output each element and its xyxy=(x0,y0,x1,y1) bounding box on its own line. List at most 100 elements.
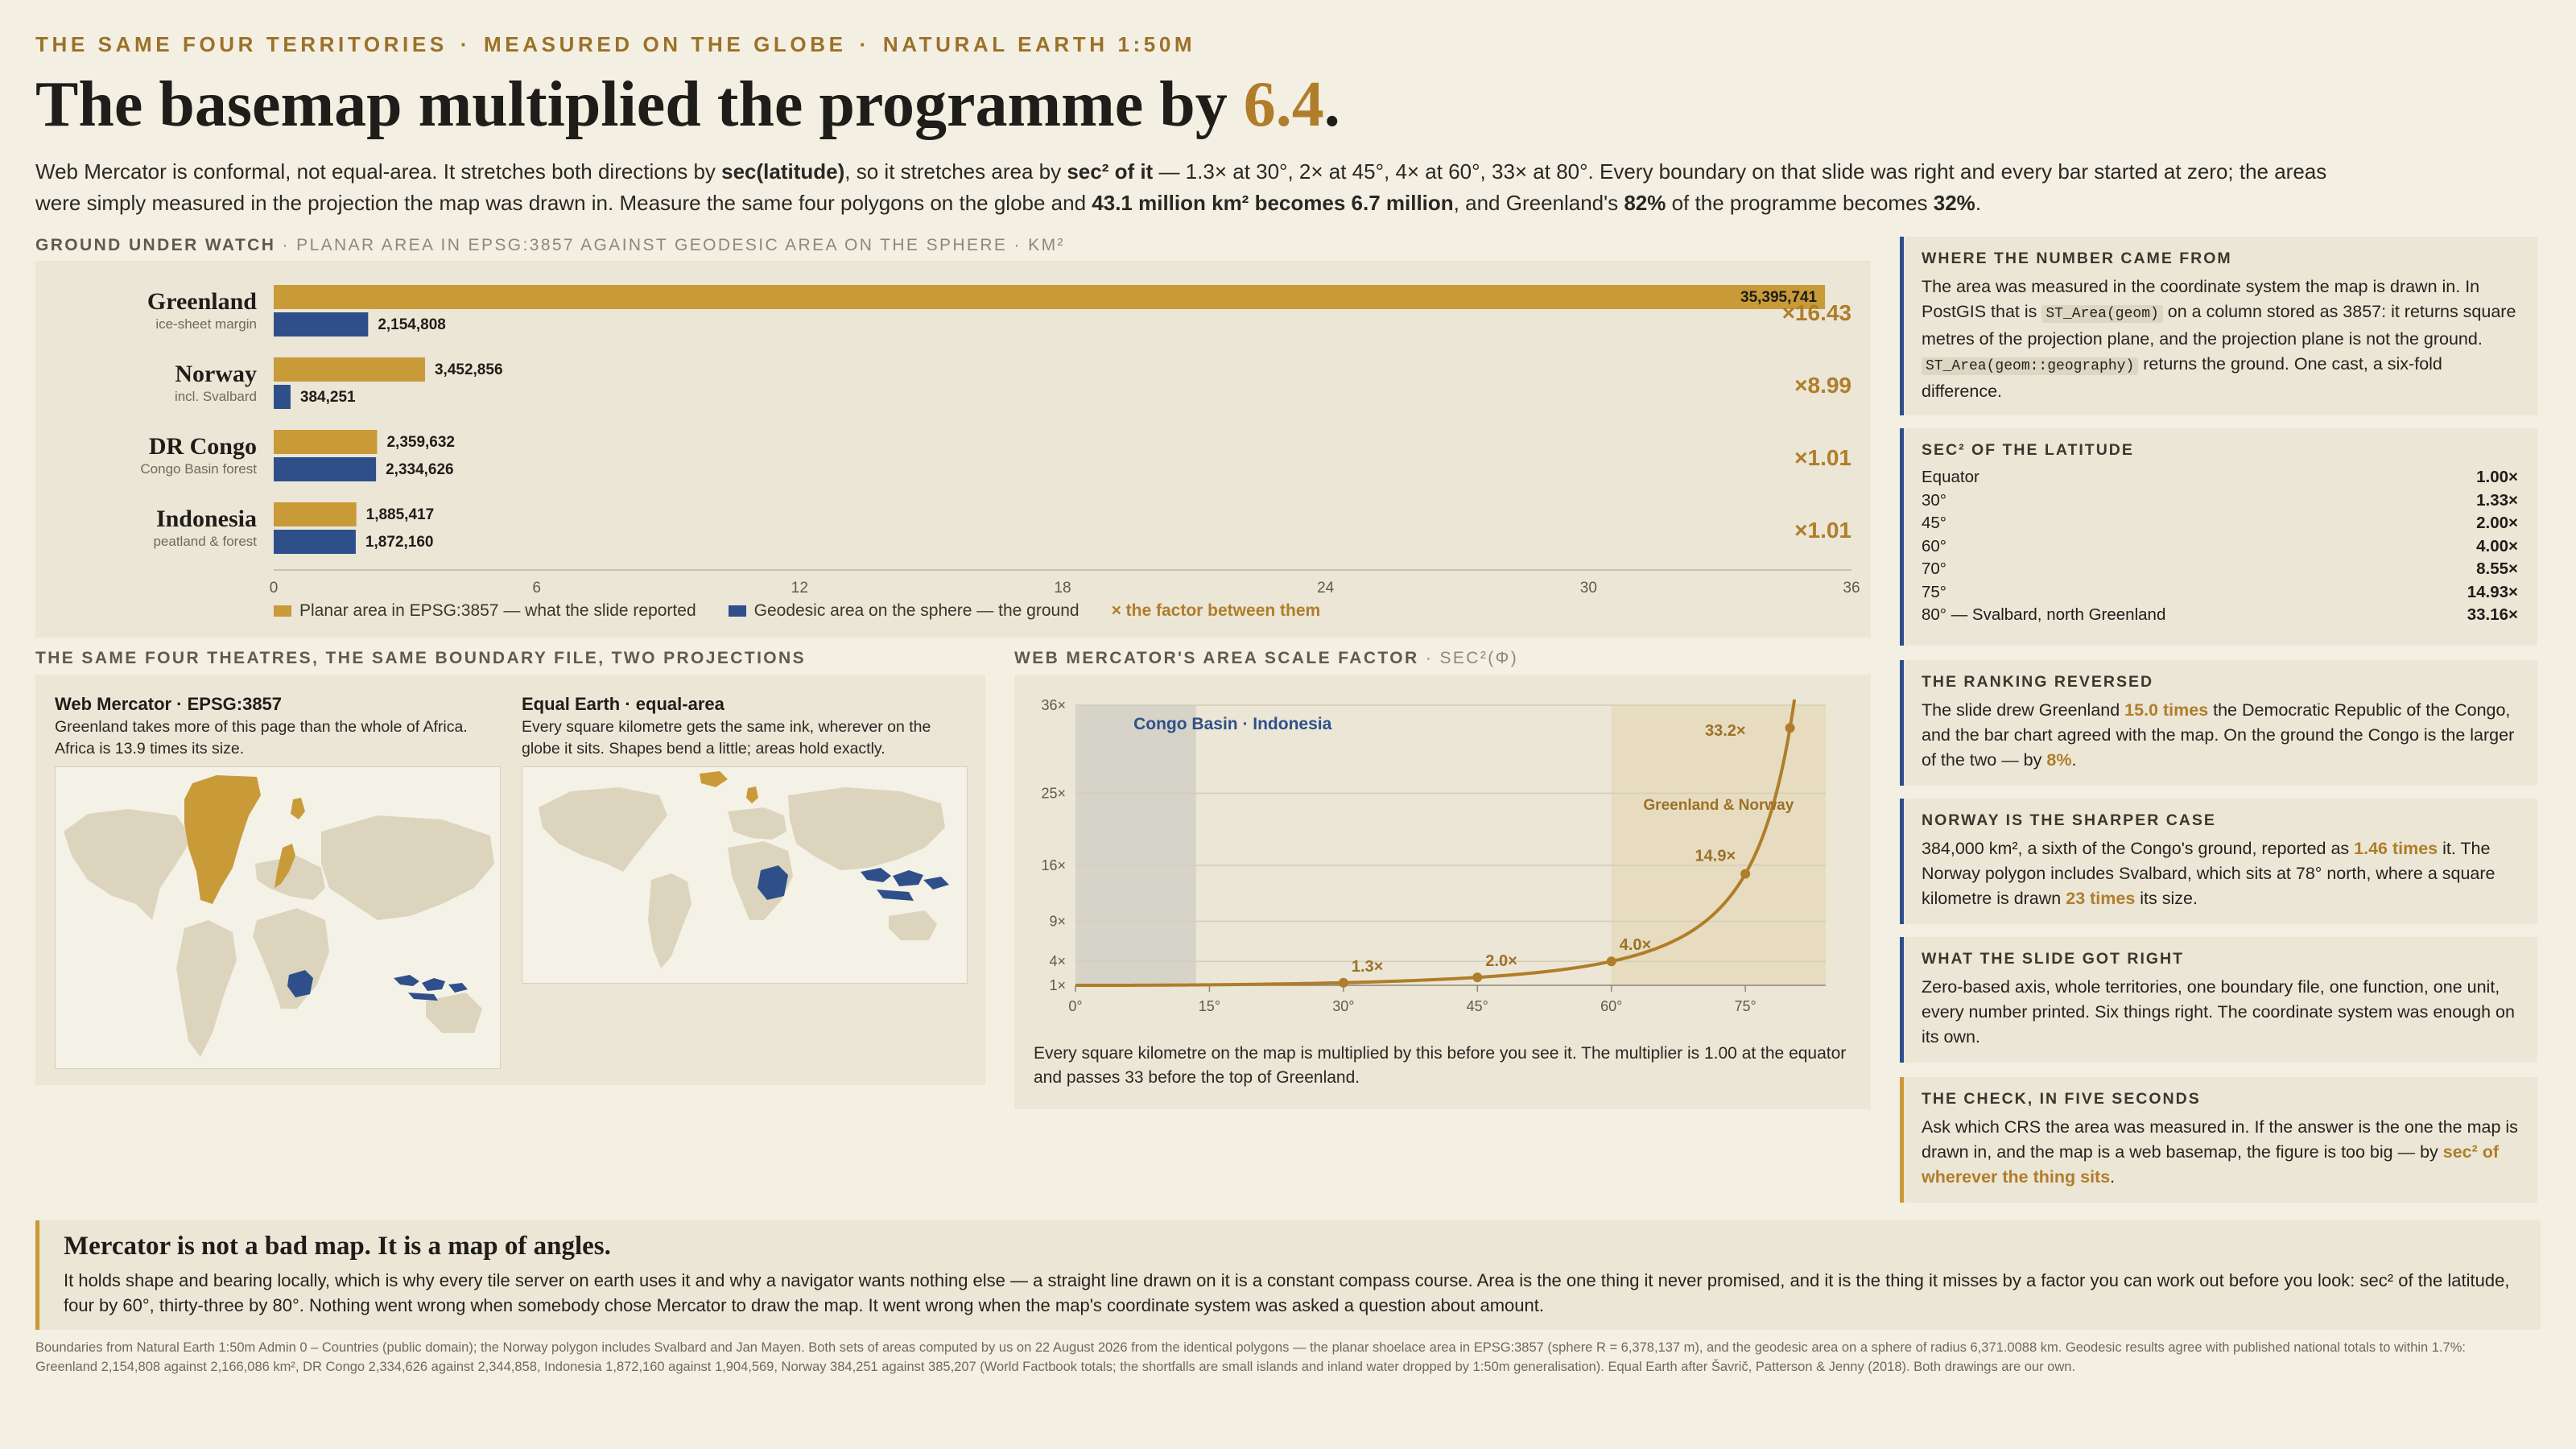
bar-chart-panel: 0 6 12 18 24 30 36 Greenland ice-sheet margin 35,… xyxy=(35,261,1871,638)
scale-section-subtitle: · SEC²(Φ) xyxy=(1418,649,1519,667)
legend-item-planar: Planar area in EPSG:3857 — what the slid… xyxy=(274,601,696,621)
equal-earth-map-desc: Every square kilometre gets the same ink… xyxy=(522,718,931,758)
x-tick-label: 75° xyxy=(1735,998,1757,1014)
sec-value: 1.00× xyxy=(2476,468,2518,486)
card-origin-text: The area was measured in the coordinate … xyxy=(1922,275,2518,404)
greenland-shape xyxy=(184,775,261,904)
bar-value-label: 1,872,160 xyxy=(365,534,434,551)
band-high-latitude xyxy=(1611,705,1826,986)
card-norway-h1: 1.46 times xyxy=(2354,839,2438,858)
conclusion-title: Mercator is not a bad map. It is a map o… xyxy=(64,1232,611,1261)
x-tick-label: 12 xyxy=(791,580,808,597)
band-label-low: Congo Basin · Indonesia xyxy=(1133,715,1331,733)
sec-value: 33.16× xyxy=(2467,605,2518,624)
code-st-area-geography: ST_Area(geom::geography) xyxy=(1922,357,2139,375)
card-origin-p1: The area was measured in the coordinate … xyxy=(1922,277,2480,321)
mercator-map-title: Web Mercator · EPSG:3857 xyxy=(55,694,283,714)
y-tick-label: 1× xyxy=(1049,977,1066,993)
card-origin: WHERE THE NUMBER CAME FROM The area was … xyxy=(1900,237,2537,415)
scale-point xyxy=(1472,972,1483,983)
lede-text: , so it stretches area by xyxy=(844,159,1067,184)
headline-factor: 6.4 xyxy=(1243,69,1324,140)
bar-planar xyxy=(274,430,378,454)
sec-latitude: Equator xyxy=(1922,468,1979,486)
svalbard-shape xyxy=(291,798,305,819)
lede-text: — 1.3× at 30°, 2× at 45°, 4× at 60°, 33×… xyxy=(35,159,2327,215)
mercator-map xyxy=(55,766,501,1069)
scale-point xyxy=(1740,869,1751,879)
y-tick-label: 25× xyxy=(1041,785,1066,801)
category-label: Greenland xyxy=(147,288,257,315)
sec-table-row: 70° 8.55× xyxy=(1922,558,2518,581)
scale-point xyxy=(1606,956,1616,967)
factor-label: ×8.99 xyxy=(1794,373,1852,398)
y-tick-label: 36× xyxy=(1041,697,1066,713)
kicker-separator: · xyxy=(460,32,472,56)
bar-geodesic xyxy=(274,312,369,336)
bar-planar xyxy=(274,357,425,382)
lede-text: Web Mercator is conformal, not equal-are… xyxy=(35,159,722,184)
kicker-separator: · xyxy=(859,32,870,56)
scale-point-label: 2.0× xyxy=(1485,952,1517,970)
lede-emphasis: 43.1 million km² becomes 6.7 million xyxy=(1092,191,1454,215)
sec-squared-curve xyxy=(1075,699,1797,988)
x-tick-label: 30 xyxy=(1580,580,1597,597)
factor-label: ×16.43 xyxy=(1782,300,1852,325)
equal-earth-map xyxy=(522,766,968,984)
card-check-p1: Ask which CRS the area was measured in. … xyxy=(1922,1117,2518,1162)
bar-value-label: 3,452,856 xyxy=(435,361,503,378)
scale-point-label: 33.2× xyxy=(1705,722,1746,740)
kicker-part: MEASURED ON THE GLOBE xyxy=(484,32,847,56)
scale-point xyxy=(1338,977,1348,988)
legend-swatch-blue xyxy=(728,605,746,617)
sec-value: 4.00× xyxy=(2476,536,2518,555)
category-label: Indonesia xyxy=(156,506,257,532)
legend-label-factor: × the factor between them xyxy=(1111,601,1321,620)
scale-point-label: 1.3× xyxy=(1352,958,1383,976)
card-ranking-p3: . xyxy=(2071,750,2077,770)
x-tick-label: 15° xyxy=(1199,998,1220,1014)
x-tick-label: 0° xyxy=(1068,998,1082,1014)
maps-panel: Web Mercator · EPSG:3857 Greenland takes… xyxy=(35,675,985,1085)
sec-value: 1.33× xyxy=(2476,490,2518,510)
card-ranking-text: The slide drew Greenland 15.0 times the … xyxy=(1922,698,2518,773)
band-low-latitude xyxy=(1075,705,1196,986)
card-ranking: THE RANKING REVERSED The slide drew Gree… xyxy=(1900,660,2537,786)
card-norway-p3: its size. xyxy=(2135,889,2198,908)
sec-latitude: 75° xyxy=(1922,582,1947,601)
sec-table-row: 80° — Svalbard, north Greenland 33.16× xyxy=(1922,604,2518,627)
lede-emphasis: sec² of it xyxy=(1067,159,1154,184)
category-note: peatland & forest xyxy=(153,534,257,549)
x-tick-label: 18 xyxy=(1054,580,1071,597)
card-norway-h2: 23 times xyxy=(2066,889,2136,908)
scale-section-title-text: WEB MERCATOR'S AREA SCALE FACTOR xyxy=(1014,649,1419,667)
card-check-title: THE CHECK, IN FIVE SECONDS xyxy=(1922,1090,2201,1108)
conclusion-body: It holds shape and bearing locally, whic… xyxy=(64,1270,2510,1315)
kicker-part: NATURAL EARTH 1:50M xyxy=(882,32,1196,56)
card-ranking-p1: The slide drew Greenland xyxy=(1922,700,2125,720)
x-tick-label: 36 xyxy=(1843,580,1860,597)
bar-value-label: 1,885,417 xyxy=(366,506,435,523)
card-right-title: WHAT THE SLIDE GOT RIGHT xyxy=(1922,950,2185,968)
sec-table-row: Equator 1.00× xyxy=(1922,466,2518,489)
legend-label-geodesic: Geodesic area on the sphere — the ground xyxy=(753,601,1080,620)
card-right: WHAT THE SLIDE GOT RIGHT Zero-based axis… xyxy=(1900,937,2537,1063)
lede-emphasis: 82% xyxy=(1624,191,1666,215)
scale-point xyxy=(1785,723,1795,733)
bar-planar xyxy=(274,285,1826,309)
card-check-p2: . xyxy=(2110,1167,2116,1187)
category-note: ice-sheet margin xyxy=(155,316,257,332)
y-tick-label: 16× xyxy=(1041,857,1066,873)
sec-latitude: 60° xyxy=(1922,536,1947,555)
card-right-text: Zero-based axis, whole territories, one … xyxy=(1922,977,2515,1046)
card-norway-p1: 384,000 km², a sixth of the Congo's grou… xyxy=(1922,839,2355,858)
lede-text: , and Greenland's xyxy=(1453,191,1624,215)
x-tick-label: 60° xyxy=(1600,998,1622,1014)
sec-table-row: 60° 4.00× xyxy=(1922,535,2518,559)
x-tick-label: 24 xyxy=(1317,580,1335,597)
scale-caption: Every square kilometre on the map is mul… xyxy=(1034,1044,1847,1087)
x-tick-label: 30° xyxy=(1332,998,1354,1014)
greenland-shape-equal xyxy=(700,771,728,787)
